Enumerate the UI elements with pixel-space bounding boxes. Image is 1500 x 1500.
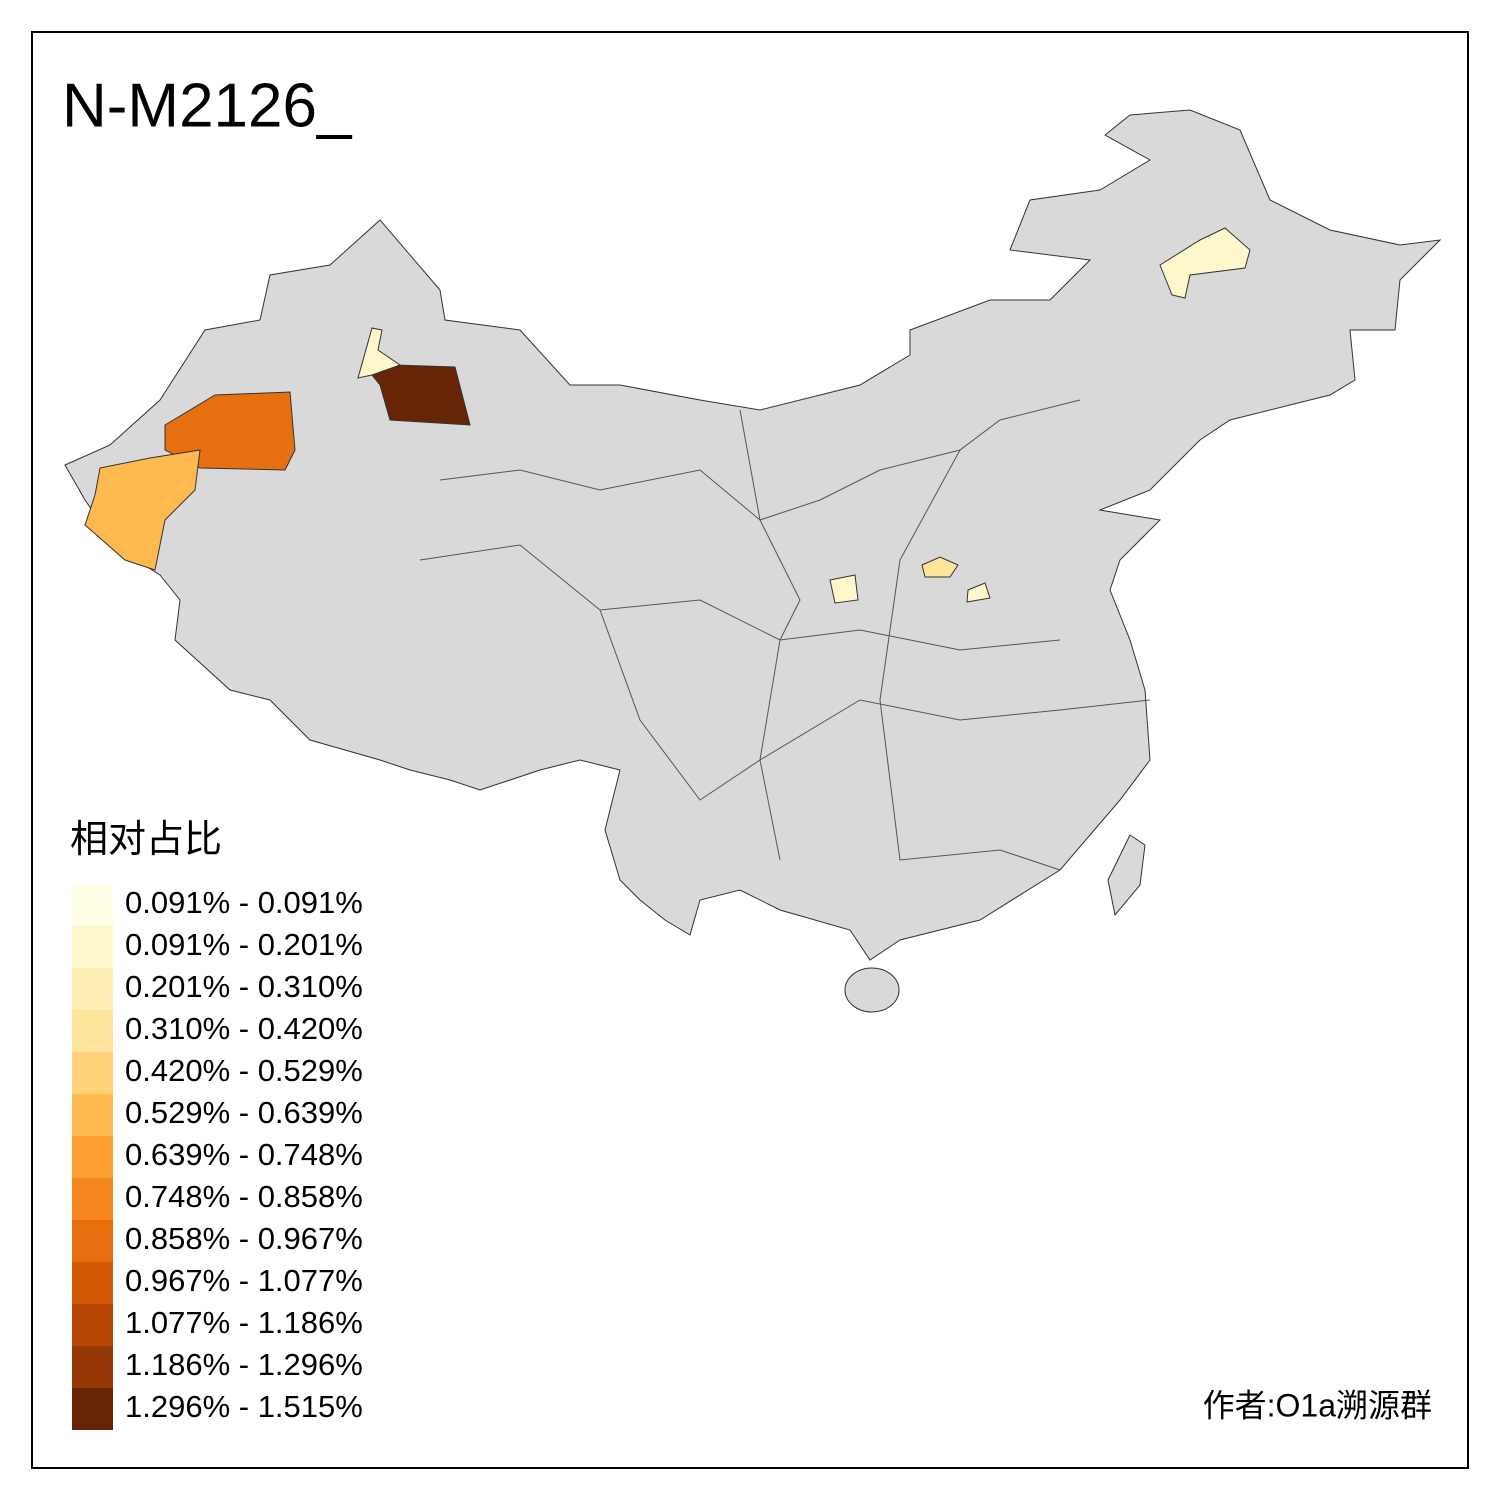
- province-borders: [419, 399, 1151, 871]
- island: [844, 967, 900, 1013]
- legend-swatch: [72, 1052, 113, 1094]
- map: [64, 109, 1442, 1013]
- legend-swatch: [72, 1346, 113, 1388]
- legend-label: 0.201% - 0.310%: [125, 969, 363, 1004]
- credit: 作者:O1a溯源群: [1203, 1387, 1432, 1423]
- legend-swatch: [72, 1388, 113, 1430]
- legend-swatch: [72, 1010, 113, 1052]
- legend: 0.091% - 0.091% 0.091% - 0.201% 0.201% - 0…: [72, 884, 363, 1430]
- legend-label: 0.091% - 0.201%: [125, 927, 363, 962]
- shaded-region: [921, 556, 959, 578]
- legend-label: 0.967% - 1.077%: [125, 1263, 363, 1298]
- legend-label: 1.077% - 1.186%: [125, 1305, 363, 1340]
- legend-label: 0.420% - 0.529%: [125, 1053, 363, 1088]
- legend-label: 0.529% - 0.639%: [125, 1095, 363, 1130]
- legend-swatch: [72, 968, 113, 1010]
- legend-title: 相对占比: [70, 819, 222, 861]
- legend-swatch: [72, 1178, 113, 1220]
- legend-label: 1.186% - 1.296%: [125, 1347, 363, 1382]
- legend-swatch: [72, 1094, 113, 1136]
- shaded-region: [84, 449, 201, 571]
- legend-swatch: [72, 1262, 113, 1304]
- country-outline: [64, 109, 1442, 961]
- legend-label: 0.748% - 0.858%: [125, 1179, 363, 1214]
- shaded-region: [829, 574, 859, 604]
- legend-label: 0.639% - 0.748%: [125, 1137, 363, 1172]
- shaded-region: [1159, 227, 1251, 299]
- legend-label: 0.858% - 0.967%: [125, 1221, 363, 1256]
- legend-label: 0.310% - 0.420%: [125, 1011, 363, 1046]
- map-title: N-M2126_: [62, 71, 353, 140]
- legend-swatch: [72, 1220, 113, 1262]
- legend-swatch: [72, 1304, 113, 1346]
- legend-swatch: [72, 1136, 113, 1178]
- shaded-region: [966, 582, 991, 603]
- legend-swatch: [72, 926, 113, 968]
- legend-label: 1.296% - 1.515%: [125, 1389, 363, 1424]
- shaded-region: [357, 327, 402, 379]
- island: [1107, 834, 1146, 917]
- legend-swatch: [72, 884, 113, 926]
- legend-label: 0.091% - 0.091%: [125, 885, 363, 920]
